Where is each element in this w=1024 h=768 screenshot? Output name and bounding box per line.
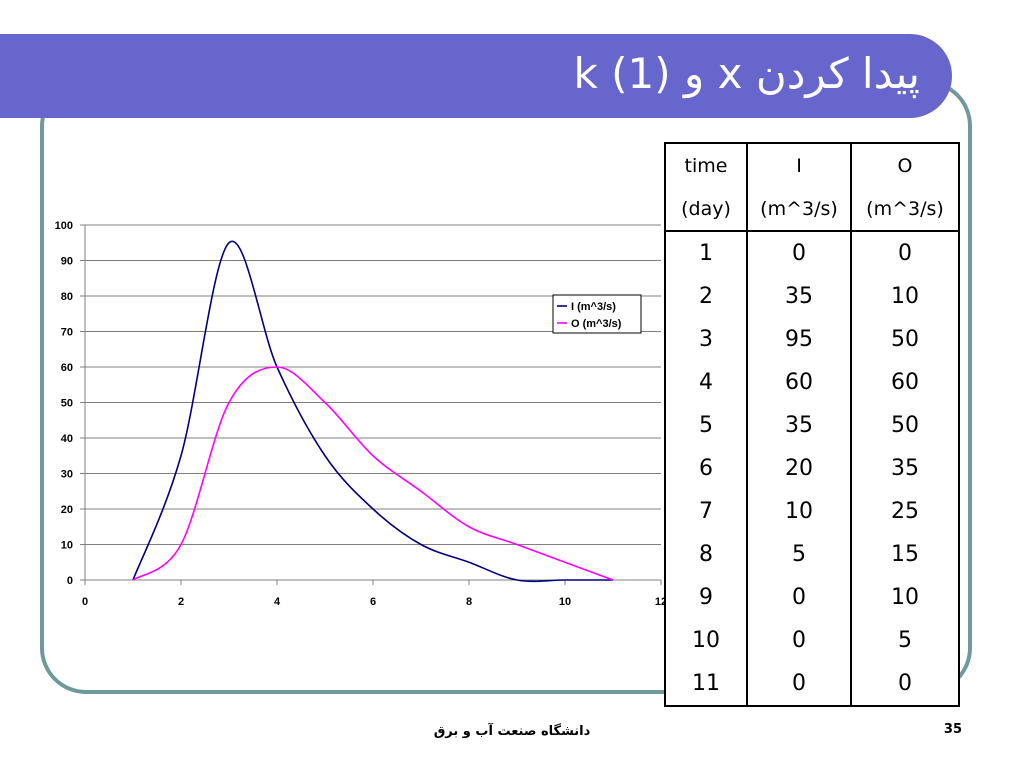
- table-header-cell: (m^3/s): [746, 187, 852, 232]
- table-cell: 5: [850, 619, 960, 662]
- table-header: time I O (day) (m^3/s) (m^3/s): [664, 143, 960, 232]
- table-cell: 50: [850, 318, 960, 361]
- table-cell: 8: [664, 533, 748, 576]
- table-row: 5 35 50: [664, 404, 960, 447]
- table-header-cell: (m^3/s): [850, 187, 960, 232]
- y-tick-label: 50: [61, 398, 73, 410]
- table-cell: 35: [850, 447, 960, 490]
- table-header-row: (day) (m^3/s) (m^3/s): [664, 187, 960, 232]
- table-cell: 15: [850, 533, 960, 576]
- table-row: 9 0 10: [664, 576, 960, 619]
- series-line-inflow: [132, 240, 613, 583]
- y-tick-label: 70: [61, 327, 73, 339]
- y-tick-label: 80: [61, 291, 73, 303]
- table-cell: 0: [850, 662, 960, 706]
- legend-label: O (m^3/s): [571, 318, 622, 330]
- table-cell: 7: [664, 490, 748, 533]
- x-tick-label: 2: [178, 596, 184, 608]
- y-tick-label: 0: [67, 575, 73, 587]
- table-cell: 50: [850, 404, 960, 447]
- y-tick-label: 10: [61, 540, 73, 552]
- y-tick-label: 30: [61, 469, 73, 481]
- chart-gridlines: [85, 224, 661, 545]
- x-tick-label: 8: [466, 596, 472, 608]
- table-cell: 60: [850, 361, 960, 404]
- table-cell: 10: [664, 619, 748, 662]
- y-tick-label: 100: [55, 220, 73, 232]
- table-header-cell: time: [664, 143, 748, 187]
- x-tick-label: 10: [559, 596, 571, 608]
- table-cell: 6: [664, 447, 748, 490]
- table-cell: 1: [664, 231, 748, 275]
- table-cell: 2: [664, 275, 748, 318]
- table-row: 6 20 35: [664, 447, 960, 490]
- x-tick-label: 6: [370, 596, 376, 608]
- table-cell: 20: [746, 447, 852, 490]
- table-row: 4 60 60: [664, 361, 960, 404]
- table-header-cell: I: [746, 143, 852, 187]
- table-cell: 5: [746, 533, 852, 576]
- series-line-outflow: [132, 366, 614, 581]
- table-header-cell: (day): [664, 187, 748, 232]
- table-row: 3 95 50: [664, 318, 960, 361]
- table-row: 11 0 0: [664, 662, 960, 706]
- x-tick-label: 4: [274, 596, 281, 608]
- x-tick-label: 0: [82, 596, 88, 608]
- table-row: 10 0 5: [664, 619, 960, 662]
- y-tick-label: 40: [61, 433, 73, 445]
- table-row: 8 5 15: [664, 533, 960, 576]
- table-row: 7 10 25: [664, 490, 960, 533]
- slide-title: پیدا کردن x و k (1): [573, 49, 920, 98]
- table-cell: 95: [746, 318, 852, 361]
- y-tick-label: 20: [61, 504, 73, 516]
- table-cell: 11: [664, 662, 748, 706]
- legend-box: [552, 294, 642, 334]
- table-header-row: time I O: [664, 143, 960, 187]
- table-cell: 0: [850, 231, 960, 275]
- footer-university-name: دانشگاه صنعت آب و برق: [433, 724, 591, 739]
- chart-series: [132, 240, 614, 583]
- table-cell: 0: [746, 231, 852, 275]
- table-cell: 10: [850, 275, 960, 318]
- chart-legend: I (m^3/s) O (m^3/s): [552, 294, 642, 334]
- table-cell: 35: [746, 404, 852, 447]
- y-tick-label: 90: [61, 256, 73, 268]
- table-cell: 25: [850, 490, 960, 533]
- table-header-cell: O: [850, 143, 960, 187]
- y-tick-label: 60: [61, 362, 73, 374]
- data-table: time I O (day) (m^3/s) (m^3/s) 1 0 0 2 35 10 3 95 50 4…: [664, 142, 960, 707]
- table-cell: 35: [746, 275, 852, 318]
- table-cell: 3: [664, 318, 748, 361]
- table-cell: 0: [746, 619, 852, 662]
- title-bar: پیدا کردن x و k (1): [0, 34, 952, 118]
- table-cell: 10: [746, 490, 852, 533]
- page-number: 35: [943, 722, 962, 737]
- table-cell: 9: [664, 576, 748, 619]
- table-row: 2 35 10: [664, 275, 960, 318]
- table-cell: 5: [664, 404, 748, 447]
- table-cell: 4: [664, 361, 748, 404]
- table-body: 1 0 0 2 35 10 3 95 50 4 60 60 5 35 50 6 20 35 7 10 25 8 5 15 9 0 1…: [664, 231, 960, 706]
- legend-label: I (m^3/s): [571, 301, 616, 313]
- table-cell: 10: [850, 576, 960, 619]
- table-cell: 0: [746, 576, 852, 619]
- table-cell: 60: [746, 361, 852, 404]
- table-cell: 0: [746, 662, 852, 706]
